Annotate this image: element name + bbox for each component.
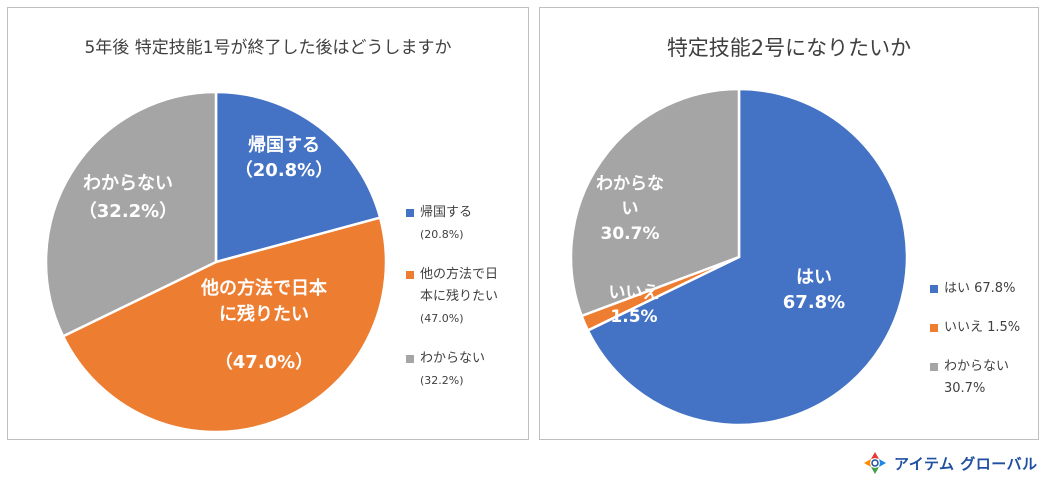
legend-value: (20.8%) — [420, 228, 464, 241]
legend-label: いいえ 1.5% — [944, 320, 1021, 335]
slice-label-3-line1: （47.0%） — [215, 352, 313, 373]
slice-label-4-line1: わからない — [83, 173, 173, 194]
slice-label-1-line1: 帰国する — [248, 135, 320, 156]
slice-label-4-line2: （32.2%） — [79, 201, 177, 222]
legend-item-unknown: わからない 30.7% — [930, 356, 1035, 400]
legend-value: 30.7% — [944, 381, 986, 396]
legend-label: 帰国する — [420, 205, 473, 220]
company-logo-icon — [864, 452, 886, 474]
slice-label-2-line1: いいえ — [609, 283, 660, 303]
slice-label-2-line1: 他の方法で日本 — [200, 277, 327, 299]
slice-label-1-line2: 67.8% — [783, 292, 845, 313]
legend-item-yes: はい 67.8% — [930, 278, 1035, 300]
legend-value: (47.0%) — [420, 312, 464, 325]
legend-label: はい 67.8% — [944, 281, 1016, 296]
pie-slice-3 — [44, 90, 218, 338]
slice-label-1-line2: （20.8%） — [235, 160, 333, 181]
slice-label-3-line3: 30.7% — [601, 224, 660, 244]
pie-slice-1 — [586, 87, 909, 427]
legend-swatch — [930, 363, 938, 371]
slice-label-2-line2: に残りたい — [219, 303, 309, 325]
pie-slice-2 — [61, 216, 388, 434]
legend-value: (32.2%) — [420, 374, 464, 387]
legend-label-line2: 本に残りたい — [420, 289, 499, 304]
legend: はい 67.8% いいえ 1.5% わからない 30.7% — [930, 278, 1035, 417]
company-logo-text: アイテム グローバル — [894, 454, 1038, 473]
slice-label-3-line2: い — [622, 199, 639, 219]
pie-slice-3 — [569, 87, 741, 318]
slice-label-3-line1: わからな — [596, 174, 664, 194]
chart-title: 5年後 特定技能1号が終了した後はどうしますか — [84, 38, 452, 58]
legend-swatch — [406, 355, 414, 363]
chart-panel-2: 特定技能2号になりたいか はい 67.8% いいえ 1.5% わからない 30.7% はい… — [539, 7, 1039, 440]
legend-item-other-method: 他の方法で日 本に残りたい (47.0%) — [406, 264, 526, 330]
legend-label: わからない — [944, 359, 1010, 374]
legend-item-kikoku: 帰国する (20.8%) — [406, 202, 526, 246]
company-logo: アイテム グローバル — [862, 449, 1038, 477]
chart-title: 特定技能2号になりたいか — [666, 36, 912, 60]
legend-swatch — [930, 285, 938, 293]
legend-swatch — [406, 271, 414, 279]
legend-swatch — [406, 209, 414, 217]
slice-label-1-line1: はい — [796, 267, 832, 288]
pie-chart-2: はい 67.8% いいえ 1.5% わからない 30.7% — [569, 87, 909, 427]
slice-label-2-line2: 1.5% — [610, 307, 657, 327]
legend-label: わからない — [420, 351, 486, 366]
legend-item-no: いいえ 1.5% — [930, 317, 1035, 339]
legend-swatch — [930, 324, 938, 332]
chart-panel-1: 5年後 特定技能1号が終了した後はどうしますか 帰国する （20.8%） 他の方法で… — [7, 7, 529, 440]
pie-slice-1 — [214, 90, 382, 264]
legend: 帰国する (20.8%) 他の方法で日 本に残りたい (47.0%) わからない… — [406, 202, 526, 410]
legend-label-line1: 他の方法で日 — [420, 267, 499, 282]
legend-item-unknown: わからない (32.2%) — [406, 348, 526, 392]
